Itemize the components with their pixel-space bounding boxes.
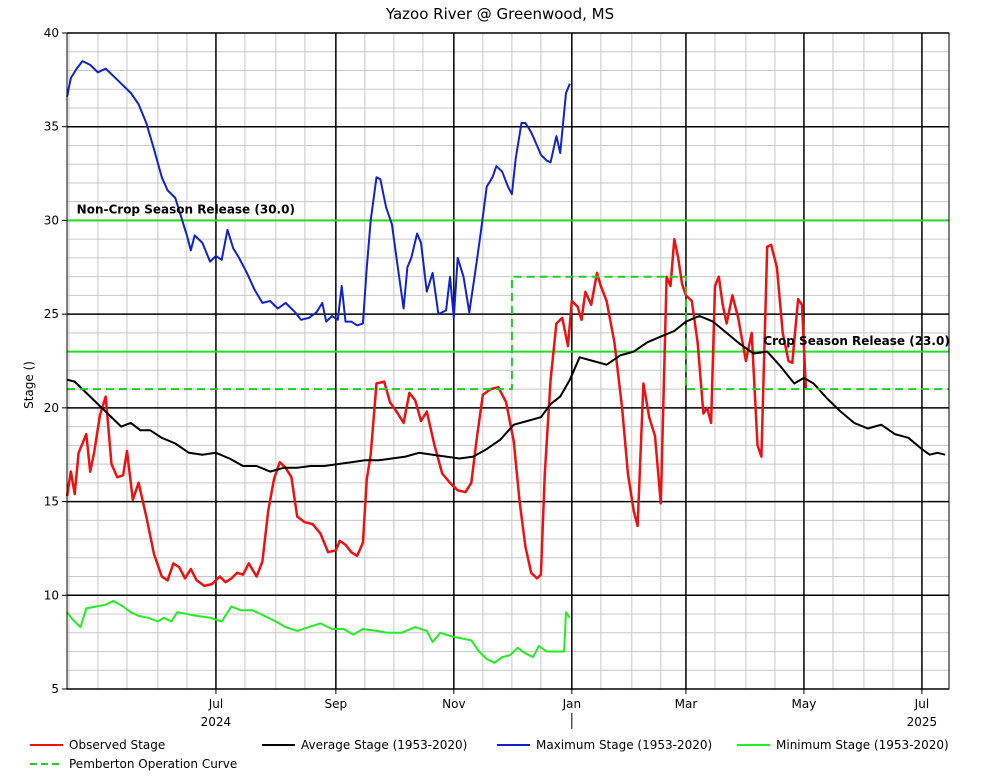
minimum-stage-1953-2020-line: [66, 599, 571, 664]
legend-label: Pemberton Operation Curve: [69, 757, 237, 771]
x-tick-label: Jul: [914, 697, 929, 711]
average-stage-1953-2020-line: [66, 315, 946, 473]
x-tick-label: Jan: [562, 697, 582, 711]
y-tick-label: 40: [44, 26, 59, 40]
y-tick-label: 30: [44, 213, 59, 227]
annotation-label: Crop Season Release (23.0): [763, 334, 950, 348]
x-tick-label: Jul: [208, 697, 223, 711]
annotation-label: Non-Crop Season Release (30.0): [77, 203, 295, 217]
release-lines: [67, 219, 949, 353]
x-tick-year-label: 2024: [201, 715, 232, 729]
y-tick-label: 10: [44, 588, 59, 602]
x-tick-label: Nov: [442, 697, 465, 711]
legend-label: Minimum Stage (1953-2020): [776, 738, 949, 752]
y-tick-label: 35: [44, 120, 59, 134]
annotations: Non-Crop Season Release (30.0) Crop Seaso…: [77, 203, 950, 348]
maximum-stage-1953-2020-line: [66, 60, 571, 327]
legend-label: Observed Stage: [69, 738, 165, 752]
series-lines: [65, 60, 949, 664]
y-tick-label: 5: [51, 682, 59, 696]
x-tick-label: Mar: [675, 697, 698, 711]
y-tick-label: 25: [44, 307, 59, 321]
x-axis-ticks: Jul 2024 Sep Nov Jan Mar May Jul 2025: [201, 689, 938, 729]
pemberton-operation-curve-line: [67, 275, 949, 391]
chart-title: Yazoo River @ Greenwood, MS: [385, 5, 614, 23]
legend-label: Maximum Stage (1953-2020): [536, 738, 712, 752]
x-tick-year-label: 2025: [907, 715, 938, 729]
observed-stage-line: [65, 237, 808, 588]
y-axis-label: Stage (): [22, 361, 36, 409]
plot-frame: [66, 32, 950, 690]
legend: Observed Stage Average Stage (1953-2020) M…: [30, 738, 949, 771]
y-tick-label: 20: [44, 401, 59, 415]
y-axis-ticks: 5 10 15 20 25 30 35 40: [44, 26, 67, 696]
x-tick-label: May: [792, 697, 817, 711]
legend-label: Average Stage (1953-2020): [301, 738, 467, 752]
x-tick-label: Sep: [325, 697, 348, 711]
y-tick-label: 15: [44, 495, 59, 509]
